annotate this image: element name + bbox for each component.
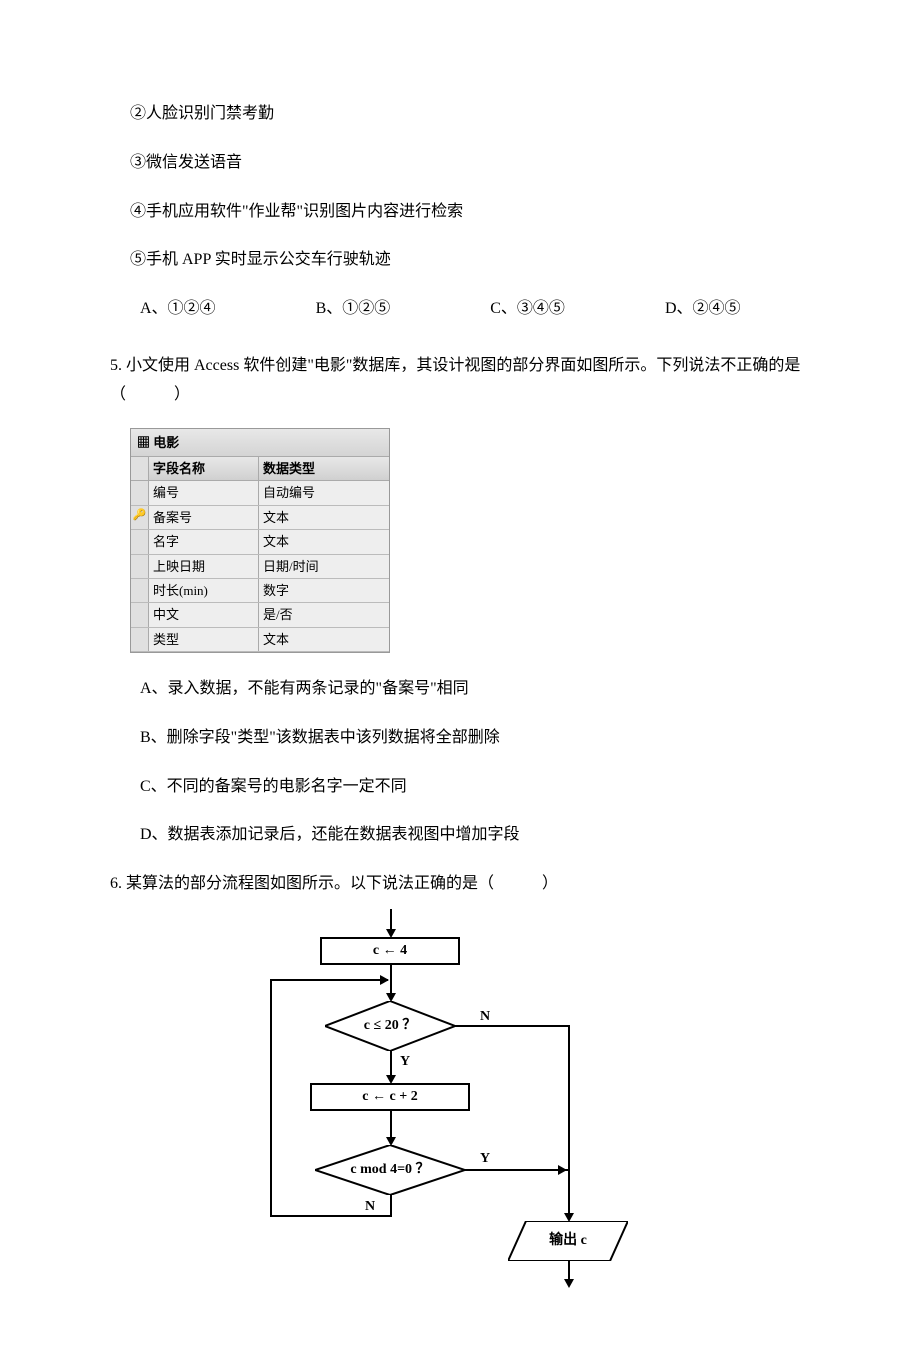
fc-line [568, 1025, 570, 1215]
row-field: 上映日期 [149, 555, 259, 578]
table-row: 中文 是/否 [131, 603, 389, 627]
arrow-right-icon [380, 975, 389, 985]
row-type: 数字 [259, 579, 389, 602]
table-row: 编号 自动编号 [131, 481, 389, 505]
row-key [131, 555, 149, 578]
fc-line [390, 1111, 392, 1139]
q6-num: 6. [110, 875, 122, 892]
fc-condition-1-label: c ≤ 20 ？ [364, 1013, 416, 1038]
row-key [131, 579, 149, 602]
row-type: 文本 [259, 628, 389, 651]
sub-item-2: ②人脸识别门禁考勤 [110, 100, 810, 129]
field-head: 字段名称 [149, 457, 259, 480]
sub-item-4: ④手机应用软件"作业帮"识别图片内容进行检索 [110, 198, 810, 227]
fc-condition-1: c ≤ 20 ？ [325, 1001, 455, 1051]
row-type: 日期/时间 [259, 555, 389, 578]
q5-num: 5. [110, 357, 122, 374]
option-b: B、①②⑤ [316, 295, 391, 324]
row-key [131, 603, 149, 626]
table-row: 时长(min) 数字 [131, 579, 389, 603]
fc-assign-1-label: c ← 4 [373, 938, 407, 963]
fc-line [270, 979, 388, 981]
fc-condition-2: c mod 4=0 ？ [315, 1145, 465, 1195]
row-type: 自动编号 [259, 481, 389, 504]
fc-label-y: Y [400, 1049, 410, 1074]
fc-line [270, 1215, 392, 1217]
q5-option-b: B、删除字段"类型"该数据表中该列数据将全部删除 [110, 724, 810, 753]
primary-key-icon: 🔑 [131, 506, 149, 529]
sub-item-3: ③微信发送语音 [110, 149, 810, 178]
fc-line [568, 1261, 570, 1281]
option-c: C、③④⑤ [490, 295, 565, 324]
arrow-right-icon [558, 1165, 567, 1175]
q6-text: 某算法的部分流程图如图所示。以下说法正确的是（ ） [126, 875, 558, 892]
row-field: 中文 [149, 603, 259, 626]
fc-line [390, 909, 392, 931]
row-field: 编号 [149, 481, 259, 504]
table-row: 类型 文本 [131, 628, 389, 652]
fc-assign-2-label: c ← c + 2 [362, 1084, 417, 1109]
table-header: 字段名称 数据类型 [131, 457, 389, 481]
q4-options: A、①②④ B、①②⑤ C、③④⑤ D、②④⑤ [110, 295, 810, 324]
table-tab: ▦ 电影 [131, 429, 389, 457]
table-tab-label: 电影 [153, 435, 179, 450]
question-5: 5. 小文使用 Access 软件创建"电影"数据库，其设计视图的部分界面如图所… [110, 352, 810, 850]
row-field: 备案号 [149, 506, 259, 529]
table-row: 名字 文本 [131, 530, 389, 554]
q5-option-d: D、数据表添加记录后，还能在数据表视图中增加字段 [110, 821, 810, 850]
option-d: D、②④⑤ [665, 295, 741, 324]
type-head: 数据类型 [259, 457, 389, 480]
fc-output: 输出 c [508, 1221, 628, 1261]
row-type: 文本 [259, 506, 389, 529]
q5-option-a: A、录入数据，不能有两条记录的"备案号"相同 [110, 675, 810, 704]
row-key [131, 481, 149, 504]
row-type: 是/否 [259, 603, 389, 626]
option-a: A、①②④ [140, 295, 216, 324]
q5-option-c: C、不同的备案号的电影名字一定不同 [110, 773, 810, 802]
fc-line [455, 1025, 570, 1027]
arrow-down-icon [564, 1279, 574, 1288]
row-key [131, 628, 149, 651]
table-row: 🔑 备案号 文本 [131, 506, 389, 530]
fc-line [390, 965, 392, 995]
fc-condition-2-label: c mod 4=0 ？ [350, 1157, 429, 1182]
fc-output-label: 输出 c [549, 1228, 587, 1253]
q5-text: 小文使用 Access 软件创建"电影"数据库，其设计视图的部分界面如图所示。下… [110, 357, 800, 403]
table-row: 上映日期 日期/时间 [131, 555, 389, 579]
fc-assign-2: c ← c + 2 [310, 1083, 470, 1111]
row-field: 时长(min) [149, 579, 259, 602]
flowchart: c ← 4 c ≤ 20 ？ Y N c ← c + 2 c mod 4=0 ？ [250, 909, 670, 1289]
row-key [131, 530, 149, 553]
question-6: 6. 某算法的部分流程图如图所示。以下说法正确的是（ ） c ← 4 c ≤ 2… [110, 870, 810, 1289]
row-field: 名字 [149, 530, 259, 553]
key-column-head [131, 457, 149, 480]
fc-label-y: Y [480, 1146, 490, 1171]
row-type: 文本 [259, 530, 389, 553]
fc-line [270, 979, 272, 1217]
fc-assign-1: c ← 4 [320, 937, 460, 965]
row-field: 类型 [149, 628, 259, 651]
fc-line [390, 1195, 392, 1217]
fc-line [390, 1051, 392, 1077]
access-table: ▦ 电影 字段名称 数据类型 编号 自动编号 🔑 备案号 文本 名字 文本 上映… [130, 428, 390, 654]
fc-line [465, 1169, 568, 1171]
sub-item-5: ⑤手机 APP 实时显示公交车行驶轨迹 [110, 246, 810, 275]
